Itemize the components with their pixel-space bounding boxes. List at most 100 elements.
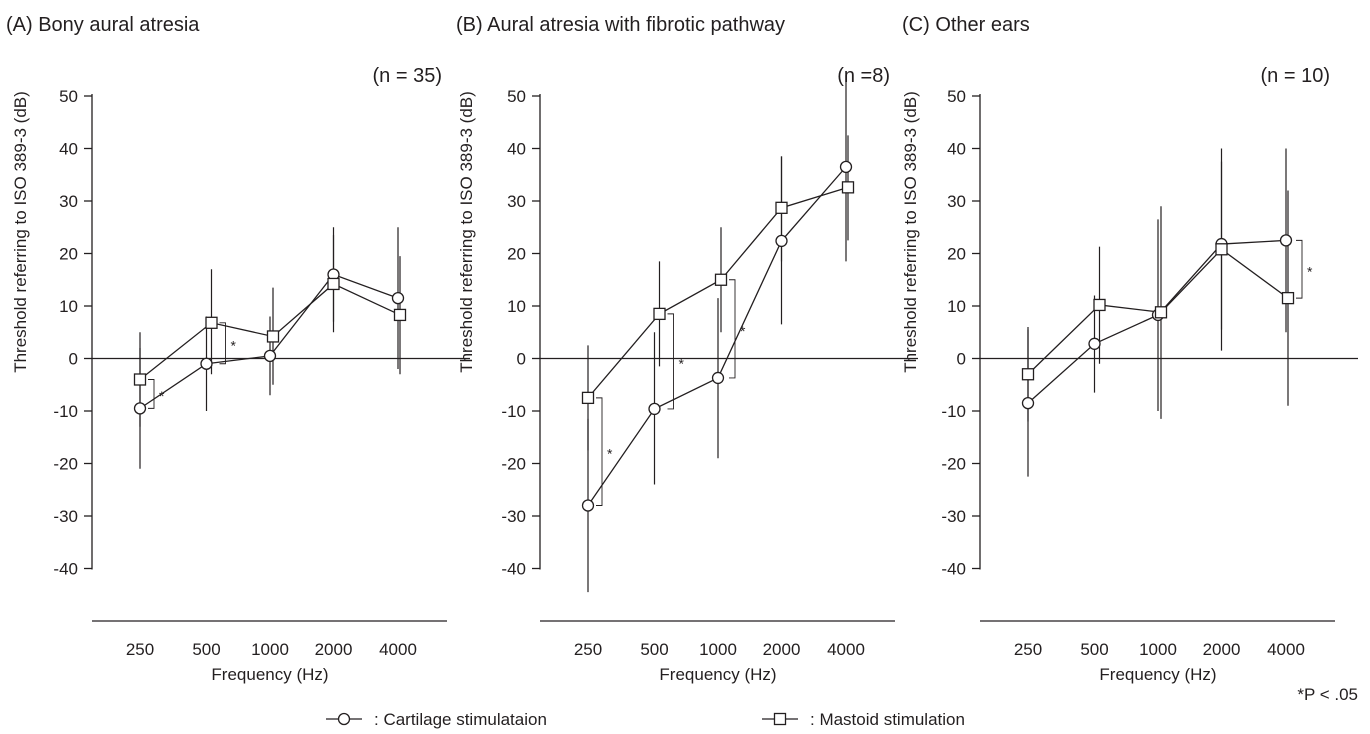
x-tick-label: 2000 [1203, 640, 1241, 659]
x-tick-label: 4000 [827, 640, 865, 659]
y-tick-label: -20 [53, 455, 78, 474]
significance-bracket [1296, 239, 1303, 299]
point-mastoid [581, 391, 595, 405]
point-cartilage [839, 160, 853, 174]
x-tick-label: 1000 [699, 640, 737, 659]
point-mastoid [1215, 243, 1228, 256]
significance-marker: * [1307, 263, 1313, 279]
y-tick-label: -40 [53, 560, 78, 579]
sample-size-label: (n =8) [837, 65, 890, 87]
y-axis-title: Threshold referring to ISO 389-3 (dB) [11, 91, 30, 373]
x-tick-label: 4000 [1267, 640, 1305, 659]
y-tick-label: 20 [59, 245, 78, 264]
y-axis-title: Threshold referring to ISO 389-3 (dB) [457, 91, 476, 373]
significance-bracket [729, 279, 736, 379]
significance-marker: * [679, 355, 685, 371]
legend-cartilage-marker [337, 712, 351, 726]
y-tick-label: 30 [947, 192, 966, 211]
point-mastoid [1093, 298, 1106, 312]
point-mastoid [393, 308, 407, 322]
point-mastoid [1021, 368, 1035, 381]
y-tick-label: 10 [59, 297, 78, 316]
y-tick-label: 20 [947, 245, 966, 264]
point-mastoid [133, 373, 147, 386]
x-tick-label: 250 [126, 640, 154, 659]
legend-cartilage-label: : Cartilage stimulataion [374, 710, 547, 729]
y-tick-label: 10 [507, 297, 526, 316]
y-tick-label: 50 [59, 87, 78, 106]
y-tick-label: 0 [517, 350, 526, 369]
y-tick-label: 0 [957, 350, 966, 369]
point-cartilage [1021, 396, 1035, 410]
series-line-cartilage [587, 166, 847, 506]
x-axis-title: Frequency (Hz) [211, 665, 328, 684]
x-tick-label: 2000 [763, 640, 801, 659]
point-mastoid [1154, 306, 1168, 319]
significance-bracket [667, 313, 674, 410]
y-tick-label: -30 [941, 507, 966, 526]
y-axis-title: Threshold referring to ISO 389-3 (dB) [901, 91, 920, 373]
significance-bracket [596, 397, 603, 506]
x-tick-label: 250 [1014, 640, 1042, 659]
y-tick-label: 50 [507, 87, 526, 106]
y-tick-label: 30 [59, 192, 78, 211]
point-cartilage [391, 291, 405, 305]
y-tick-label: -40 [501, 560, 526, 579]
y-tick-label: -10 [941, 402, 966, 421]
y-tick-label: -20 [941, 455, 966, 474]
legend-mastoid-label: : Mastoid stimulation [810, 710, 965, 729]
point-mastoid [205, 316, 218, 329]
y-tick-label: 0 [69, 350, 78, 369]
chart-panel-3: (C) Other ears (n = 10) 50 40 30 20 10 0 -10 -20 -… [901, 14, 1358, 684]
x-axis-title: Frequency (Hz) [1099, 665, 1216, 684]
point-mastoid [1281, 291, 1295, 305]
significance-marker: * [607, 446, 613, 462]
y-tick-label: 50 [947, 87, 966, 106]
y-tick-label: 40 [507, 140, 526, 159]
point-cartilage [200, 357, 213, 370]
x-tick-label: 500 [640, 640, 668, 659]
significance-marker: * [159, 388, 165, 404]
sample-size-label: (n = 10) [1261, 65, 1330, 87]
point-mastoid [266, 330, 280, 343]
point-mastoid [841, 181, 855, 194]
y-tick-label: -40 [941, 560, 966, 579]
significance-marker: * [231, 337, 237, 353]
y-tick-label: 40 [59, 140, 78, 159]
point-cartilage [775, 234, 788, 248]
y-tick-label: 30 [507, 192, 526, 211]
x-axis-title: Frequency (Hz) [659, 665, 776, 684]
point-mastoid [653, 307, 666, 321]
y-tick-label: -20 [501, 455, 526, 474]
point-mastoid [775, 201, 788, 214]
y-tick-label: 20 [507, 245, 526, 264]
x-tick-label: 1000 [251, 640, 289, 659]
legend: : Cartilage stimulataion : Mastoid stimu… [326, 685, 1358, 729]
significance-bracket [148, 379, 155, 409]
y-tick-label: -10 [53, 402, 78, 421]
chart-panel-1: (A) Bony aural atresia (n = 35) 50 40 30 20 10… [6, 14, 470, 684]
panel-title: (B) Aural atresia with fibrotic pathway [456, 14, 785, 36]
y-tick-label: -10 [501, 402, 526, 421]
legend-mastoid-marker [773, 712, 787, 726]
chart-panel-2: (B) Aural atresia with fibrotic pathway (… [456, 14, 918, 684]
point-cartilage [711, 371, 725, 385]
x-tick-label: 500 [192, 640, 220, 659]
significance-note: *P < .05 [1297, 685, 1358, 704]
point-cartilage [1088, 337, 1101, 350]
series-line-cartilage [1027, 239, 1287, 404]
y-tick-label: -30 [53, 507, 78, 526]
point-mastoid [327, 277, 340, 291]
x-tick-label: 500 [1080, 640, 1108, 659]
y-tick-label: -30 [501, 507, 526, 526]
panel-title: (C) Other ears [902, 14, 1030, 36]
significance-marker: * [740, 323, 746, 339]
point-cartilage [648, 402, 661, 416]
sample-size-label: (n = 35) [373, 65, 442, 87]
point-cartilage [133, 402, 147, 415]
point-cartilage [581, 499, 595, 512]
x-tick-label: 4000 [379, 640, 417, 659]
point-cartilage [263, 349, 277, 363]
y-tick-label: 40 [947, 140, 966, 159]
point-cartilage [1279, 234, 1293, 247]
